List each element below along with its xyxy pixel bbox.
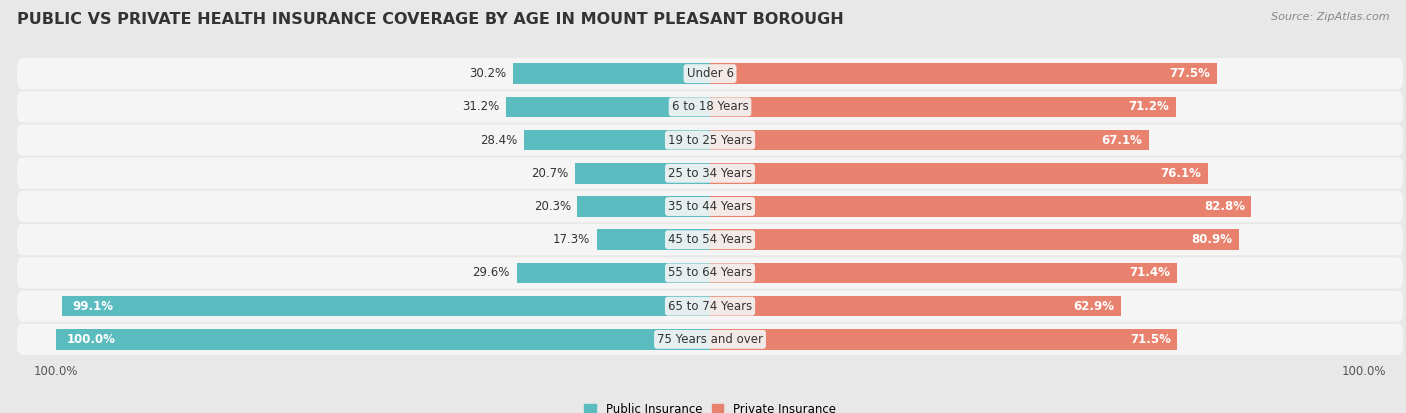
Text: 29.6%: 29.6% [472, 266, 510, 280]
FancyBboxPatch shape [17, 191, 1403, 222]
Bar [513, 63, 710, 84]
Bar [710, 196, 1251, 217]
Text: PUBLIC VS PRIVATE HEALTH INSURANCE COVERAGE BY AGE IN MOUNT PLEASANT BOROUGH: PUBLIC VS PRIVATE HEALTH INSURANCE COVER… [17, 12, 844, 27]
Text: 99.1%: 99.1% [73, 300, 114, 313]
FancyBboxPatch shape [17, 124, 1403, 156]
Bar [56, 329, 710, 350]
Bar [710, 163, 1208, 183]
FancyBboxPatch shape [17, 224, 1403, 255]
FancyBboxPatch shape [17, 291, 1403, 322]
Text: 71.2%: 71.2% [1128, 100, 1168, 113]
Bar [710, 329, 1177, 350]
Text: Source: ZipAtlas.com: Source: ZipAtlas.com [1271, 12, 1389, 22]
Text: 20.3%: 20.3% [534, 200, 571, 213]
Text: 35 to 44 Years: 35 to 44 Years [668, 200, 752, 213]
FancyBboxPatch shape [17, 158, 1403, 189]
Bar [710, 263, 1177, 283]
Bar [62, 296, 710, 316]
Text: 20.7%: 20.7% [531, 167, 568, 180]
Bar [578, 196, 710, 217]
Text: 76.1%: 76.1% [1160, 167, 1201, 180]
Bar [506, 97, 710, 117]
Text: 80.9%: 80.9% [1191, 233, 1233, 246]
Text: 30.2%: 30.2% [470, 67, 506, 80]
Text: 6 to 18 Years: 6 to 18 Years [672, 100, 748, 113]
Text: 28.4%: 28.4% [481, 133, 517, 147]
FancyBboxPatch shape [17, 257, 1403, 289]
Text: 25 to 34 Years: 25 to 34 Years [668, 167, 752, 180]
Text: 65 to 74 Years: 65 to 74 Years [668, 300, 752, 313]
Bar [598, 229, 710, 250]
Bar [516, 263, 710, 283]
FancyBboxPatch shape [17, 58, 1403, 89]
Legend: Public Insurance, Private Insurance: Public Insurance, Private Insurance [579, 398, 841, 413]
FancyBboxPatch shape [17, 91, 1403, 122]
Bar [710, 63, 1216, 84]
Text: 71.4%: 71.4% [1129, 266, 1170, 280]
Bar [710, 130, 1149, 150]
Text: 31.2%: 31.2% [463, 100, 499, 113]
Text: 55 to 64 Years: 55 to 64 Years [668, 266, 752, 280]
Text: 19 to 25 Years: 19 to 25 Years [668, 133, 752, 147]
Text: 62.9%: 62.9% [1074, 300, 1115, 313]
Text: 77.5%: 77.5% [1170, 67, 1211, 80]
Text: 67.1%: 67.1% [1101, 133, 1142, 147]
Text: 75 Years and over: 75 Years and over [657, 333, 763, 346]
Bar [710, 97, 1175, 117]
Bar [575, 163, 710, 183]
Bar [710, 296, 1121, 316]
Text: Under 6: Under 6 [686, 67, 734, 80]
Text: 45 to 54 Years: 45 to 54 Years [668, 233, 752, 246]
Text: 100.0%: 100.0% [66, 333, 115, 346]
Text: 71.5%: 71.5% [1130, 333, 1171, 346]
Bar [524, 130, 710, 150]
Text: 17.3%: 17.3% [553, 233, 591, 246]
FancyBboxPatch shape [17, 324, 1403, 355]
Bar [710, 229, 1239, 250]
Text: 82.8%: 82.8% [1204, 200, 1244, 213]
